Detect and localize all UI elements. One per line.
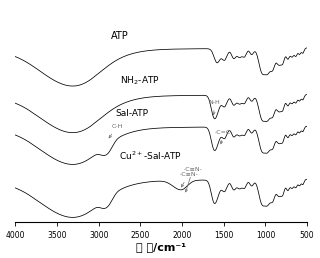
Text: C-H: C-H [109,124,123,138]
Text: -C=C-: -C=C- [215,130,233,144]
X-axis label: 波 数/cm⁻¹: 波 数/cm⁻¹ [136,243,186,252]
Text: N-H: N-H [209,100,220,115]
Text: -C≡N-: -C≡N- [179,172,198,187]
Text: $\mathrm{Cu^{2+}}$-Sal-ATP: $\mathrm{Cu^{2+}}$-Sal-ATP [119,150,182,162]
Text: ATP: ATP [111,31,128,41]
Text: Sal-ATP: Sal-ATP [116,109,148,118]
Text: $\mathrm{NH_2}$-ATP: $\mathrm{NH_2}$-ATP [120,75,160,87]
Text: -C≡N-: -C≡N- [183,167,202,192]
